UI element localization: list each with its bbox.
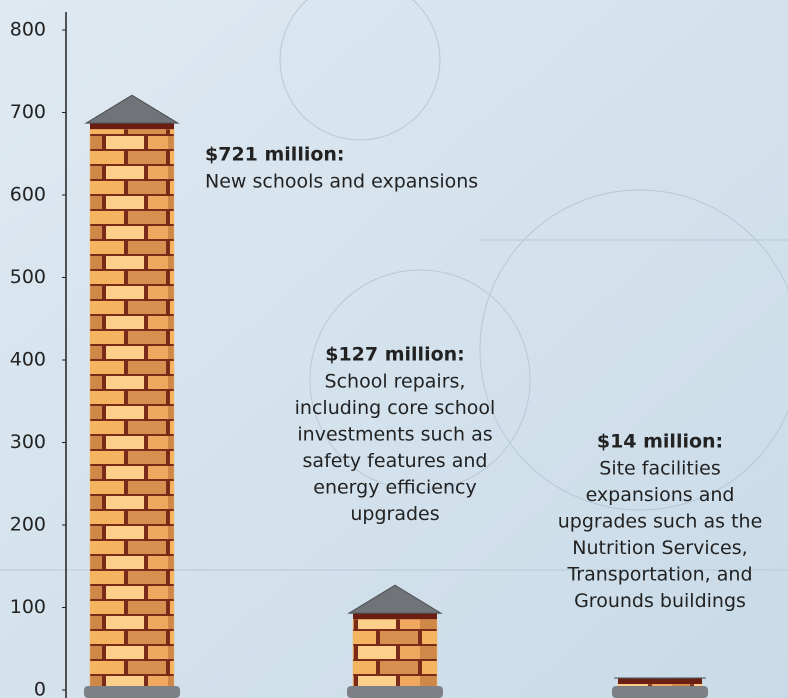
bar-description: Transportation, and: [566, 564, 752, 586]
bar-cap: [618, 678, 702, 684]
y-tick-label: 600: [10, 184, 46, 206]
bar-description: including core school: [295, 397, 496, 419]
y-tick-label: 400: [10, 349, 46, 371]
y-tick-label: 200: [10, 514, 46, 536]
bar-description: New schools and expansions: [205, 171, 478, 193]
bar-description: upgrades: [350, 503, 439, 525]
bar-description: Grounds buildings: [574, 590, 746, 612]
y-tick-label: 700: [10, 101, 46, 123]
bar-base: [347, 686, 443, 698]
bar: [352, 618, 438, 691]
value-label: $127 million:: [325, 344, 465, 366]
bar-description: School repairs,: [325, 371, 466, 393]
bar-description: Nutrition Services,: [572, 537, 747, 559]
bar-base: [84, 686, 180, 698]
bar-description: safety features and: [303, 450, 488, 472]
y-tick-label: 100: [10, 596, 46, 618]
bar-description: energy efficiency: [313, 477, 476, 499]
bar-roof: [347, 584, 443, 614]
y-tick-label: 500: [10, 266, 46, 288]
bar: [89, 128, 175, 691]
bar-cap: [353, 613, 437, 620]
value-label: $14 million:: [597, 431, 723, 453]
bar-base: [612, 686, 708, 698]
y-tick-label: 0: [34, 679, 46, 698]
y-tick-label: 300: [10, 431, 46, 453]
bar-description: upgrades such as the: [558, 511, 763, 533]
bar-description: Site facilities: [599, 458, 720, 480]
bar-cap: [90, 123, 174, 130]
bar-description: investments such as: [297, 424, 492, 446]
bar-description: expansions and: [586, 484, 735, 506]
value-label: $721 million:: [205, 144, 345, 166]
y-tick-label: 800: [10, 19, 46, 41]
bar-roof: [84, 94, 180, 124]
